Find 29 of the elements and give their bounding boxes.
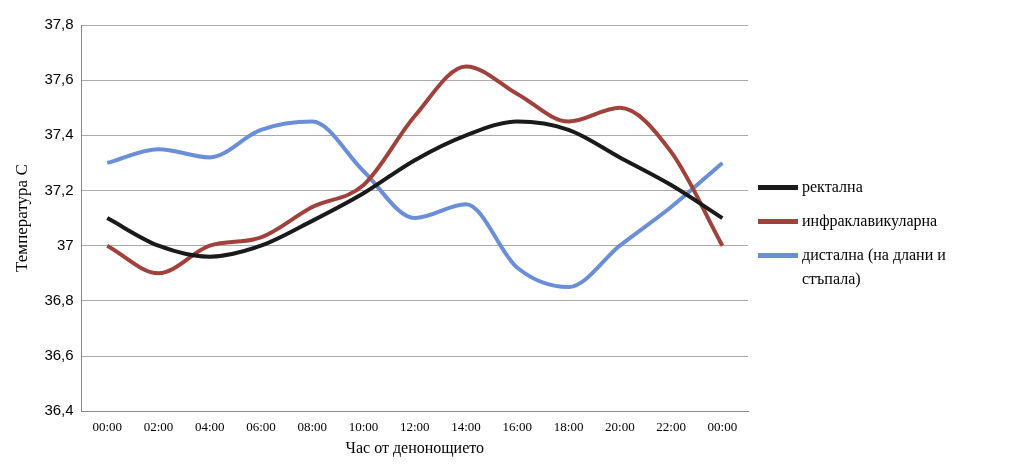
y-axis-title: Температура C <box>11 164 31 272</box>
y-tick-label: 37,2 <box>44 180 74 198</box>
x-tick-label: 00:00 <box>92 419 123 435</box>
y-tick-label: 37,4 <box>44 125 74 143</box>
x-tick-label: 12:00 <box>399 419 430 435</box>
y-tick-label: 37,8 <box>44 15 74 33</box>
line-series <box>105 119 725 290</box>
x-tick-label: 16:00 <box>502 419 533 435</box>
x-tick-label: 18:00 <box>553 419 584 435</box>
legend-label: ректална <box>802 177 863 198</box>
y-tick-label: 37,6 <box>44 70 74 88</box>
x-tick-label: 14:00 <box>451 419 481 435</box>
x-tick-label: 22:00 <box>656 419 686 435</box>
x-tick-label: 10:00 <box>348 419 379 435</box>
x-tick-label: 04:00 <box>194 419 225 435</box>
x-tick-label: 02:00 <box>143 419 174 435</box>
y-tick-label: 36,4 <box>44 401 74 419</box>
legend-label: инфраклавикуларна <box>802 211 938 232</box>
x-tick-label: 08:00 <box>297 419 328 435</box>
line-series <box>105 64 725 276</box>
x-tick-label: 06:00 <box>246 419 276 435</box>
x-tick-label: 00:00 <box>707 419 738 435</box>
x-axis-title: Час от денонощието <box>345 438 485 457</box>
y-tick-label: 37 <box>56 235 74 253</box>
y-tick-label: 36,6 <box>44 346 74 364</box>
legend-label: дистална (на длани и стъпала) <box>802 245 947 289</box>
line-series <box>105 119 725 259</box>
y-tick-label: 36,8 <box>44 291 74 308</box>
x-tick-label: 20:00 <box>605 419 635 435</box>
